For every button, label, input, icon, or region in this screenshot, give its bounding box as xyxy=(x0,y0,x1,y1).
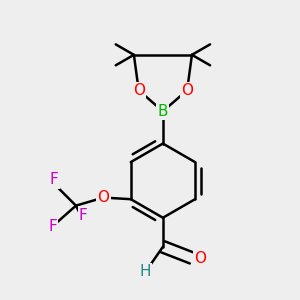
Text: O: O xyxy=(181,83,193,98)
Text: F: F xyxy=(50,172,58,188)
Text: H: H xyxy=(140,264,151,279)
Text: O: O xyxy=(194,250,206,266)
Text: O: O xyxy=(133,83,145,98)
Text: B: B xyxy=(158,104,168,119)
Text: F: F xyxy=(79,208,88,223)
Text: O: O xyxy=(98,190,110,205)
Text: F: F xyxy=(48,218,57,233)
